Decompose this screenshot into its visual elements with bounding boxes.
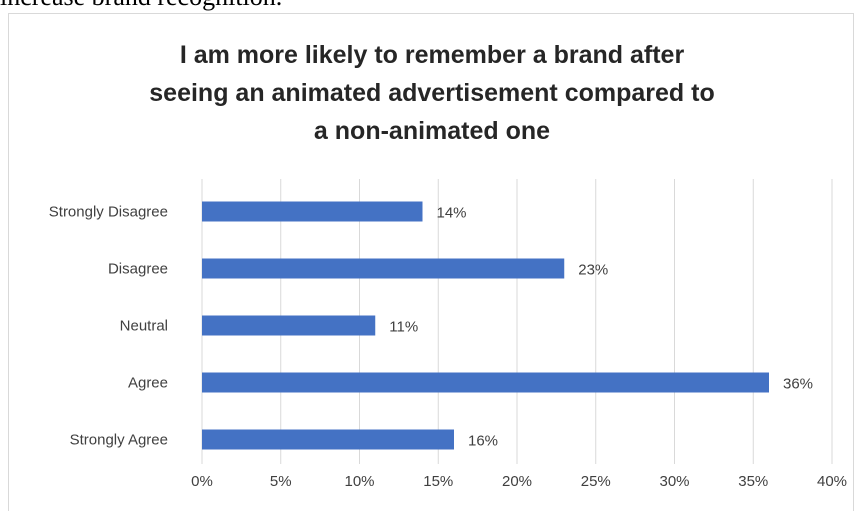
x-tick-label-7: 35% [738, 473, 768, 490]
x-tick-label-1: 5% [270, 473, 292, 490]
category-label-1: Disagree [108, 261, 168, 278]
chart-title-line-2: seeing an animated advertisement compare… [149, 79, 715, 107]
data-label-0: 14% [437, 205, 467, 222]
x-tick-label-2: 10% [344, 473, 374, 490]
category-label-0: Strongly Disagree [49, 204, 168, 221]
data-label-3: 36% [783, 376, 813, 393]
x-tick-label-3: 15% [423, 473, 453, 490]
bar-4 [202, 429, 454, 450]
category-label-3: Agree [128, 375, 168, 392]
data-label-4: 16% [468, 433, 498, 450]
x-tick-label-0: 0% [191, 473, 213, 490]
category-label-2: Neutral [120, 318, 168, 335]
bar-3 [202, 372, 769, 393]
chart-title: I am more likely to remember a brand aft… [9, 36, 855, 150]
data-label-1: 23% [578, 262, 608, 279]
bar-2 [202, 315, 376, 336]
x-tick-label-5: 25% [581, 473, 611, 490]
chart-title-line-3: a non-animated one [313, 117, 551, 145]
data-label-2: 11% [389, 319, 418, 336]
bar-1 [202, 258, 565, 279]
x-tick-label-8: 40% [817, 473, 847, 490]
chart-title-line-1: I am more likely to remember a brand aft… [179, 41, 685, 69]
bar-0 [202, 201, 423, 222]
category-label-4: Strongly Agree [70, 432, 168, 449]
chart-container: I am more likely to remember a brand aft… [8, 13, 854, 511]
page-caption: increase brand recognition. [0, 0, 864, 12]
bar-chart-plot: 0% 5% 10% 15% 20% 25% 30% 35% 40% Strongly Disagr… [49, 179, 847, 490]
x-tick-label-4: 20% [502, 473, 532, 490]
x-tick-label-6: 30% [659, 473, 689, 490]
